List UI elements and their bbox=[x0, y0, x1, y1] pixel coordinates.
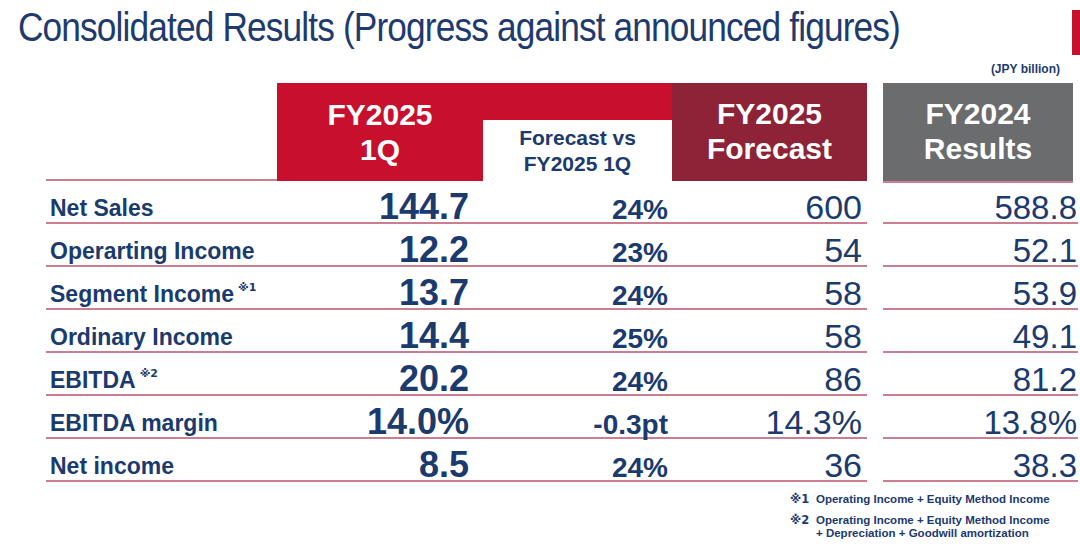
value-fy2025-forecast: 14.3% bbox=[672, 403, 862, 442]
value-forecast-vs: 25% bbox=[483, 323, 668, 355]
forecast-vs-line2: FY2025 1Q bbox=[483, 151, 672, 177]
fy2025-1q-label: FY2025 1Q bbox=[277, 97, 483, 167]
value-fy2025-forecast: 36 bbox=[672, 446, 862, 485]
footnote-1-text: Operating Income + Equity Method Income bbox=[816, 493, 1050, 506]
value-fy2024-results: 81.2 bbox=[883, 361, 1077, 399]
table-row-ordinary-income: Ordinary Income 14.4 25% 58 49.1 bbox=[46, 310, 1078, 353]
value-forecast-vs: 24% bbox=[483, 280, 668, 312]
value-fy2025-1q: 12.2 bbox=[277, 229, 469, 271]
fy2025-1q-line1: FY2025 bbox=[277, 97, 483, 132]
value-fy2025-forecast: 58 bbox=[672, 274, 862, 313]
column-header-fy2025-forecast: FY2025 Forecast bbox=[672, 83, 867, 181]
row-label: EBITDA margin bbox=[50, 410, 222, 437]
value-forecast-vs: 23% bbox=[483, 237, 668, 269]
table-row-net-income: Net income 8.5 24% 36 38.3 bbox=[46, 439, 1078, 482]
table-row-segment-income: Segment Income※1 13.7 24% 58 53.9 bbox=[46, 267, 1078, 310]
fy2025-forecast-line2: Forecast bbox=[672, 131, 867, 166]
footnote-2: ※2 Operating Income + Equity Method Inco… bbox=[790, 514, 1050, 540]
footnotes: ※1 Operating Income + Equity Method Inco… bbox=[790, 493, 1050, 548]
value-forecast-vs: 24% bbox=[483, 366, 668, 398]
footnote-1-mark: ※1 bbox=[790, 493, 816, 506]
fy2025-1q-line2: 1Q bbox=[277, 132, 483, 167]
forecast-vs-line1: Forecast vs bbox=[483, 125, 672, 151]
row-label-text: EBITDA bbox=[50, 367, 136, 393]
table-row-ebitda-margin: EBITDA margin 14.0% -0.3pt 14.3% 13.8% bbox=[46, 396, 1078, 439]
value-fy2025-forecast: 54 bbox=[672, 231, 862, 270]
row-label: Segment Income ※1 bbox=[50, 281, 256, 308]
value-fy2025-1q: 20.2 bbox=[277, 358, 469, 400]
fy2025-forecast-line1: FY2025 bbox=[672, 96, 867, 131]
footnote-ref: ※1 bbox=[238, 281, 256, 294]
column-header-fy2025-1q: FY2025 1Q Forecast vs FY2025 1Q bbox=[277, 83, 672, 181]
table-row-ebitda: EBITDA※2 20.2 24% 86 81.2 bbox=[46, 353, 1078, 396]
value-fy2025-1q: 13.7 bbox=[277, 272, 469, 314]
value-forecast-vs: -0.3pt bbox=[483, 409, 668, 441]
unit-note: (JPY billion) bbox=[991, 62, 1060, 76]
value-fy2024-results: 52.1 bbox=[883, 232, 1077, 270]
value-forecast-vs: 24% bbox=[483, 194, 668, 226]
value-fy2024-results: 53.9 bbox=[883, 275, 1077, 313]
row-label: Net income bbox=[50, 453, 178, 480]
value-fy2025-forecast: 86 bbox=[672, 360, 862, 399]
row-label-text: EBITDA margin bbox=[50, 410, 218, 436]
row-label-text: Segment Income bbox=[50, 281, 234, 307]
footnote-2-line1: Operating Income + Equity Method Income bbox=[816, 514, 1050, 526]
value-fy2025-1q: 8.5 bbox=[277, 444, 469, 486]
footnote-1: ※1 Operating Income + Equity Method Inco… bbox=[790, 493, 1050, 506]
footnote-2-mark: ※2 bbox=[790, 514, 816, 540]
row-label: Net Sales bbox=[50, 195, 158, 222]
row-label-text: Ordinary Income bbox=[50, 324, 233, 350]
value-fy2025-1q: 14.0% bbox=[277, 401, 469, 443]
value-fy2025-1q: 144.7 bbox=[277, 186, 469, 228]
row-label-text: Net Sales bbox=[50, 195, 154, 221]
results-slide: Consolidated Results (Progress against a… bbox=[0, 0, 1080, 550]
results-table: Net Sales 144.7 24% 600 588.8 Operarting… bbox=[46, 181, 1078, 482]
value-fy2025-forecast: 600 bbox=[672, 188, 862, 227]
row-label-text: Operarting Income bbox=[50, 238, 254, 264]
value-forecast-vs: 24% bbox=[483, 452, 668, 484]
fy2024-results-line1: FY2024 bbox=[883, 96, 1073, 131]
value-fy2024-results: 38.3 bbox=[883, 447, 1077, 485]
page-title: Consolidated Results (Progress against a… bbox=[18, 4, 900, 51]
footnote-2-line2: + Depreciation + Goodwill amortization bbox=[816, 527, 1029, 539]
column-header-forecast-vs: Forecast vs FY2025 1Q bbox=[483, 120, 672, 181]
value-fy2024-results: 49.1 bbox=[883, 318, 1077, 356]
value-fy2024-results: 13.8% bbox=[883, 404, 1077, 442]
table-row-operating-income: Operarting Income 12.2 23% 54 52.1 bbox=[46, 224, 1078, 267]
footnote-ref: ※2 bbox=[140, 367, 158, 380]
fy2024-results-line2: Results bbox=[883, 131, 1073, 166]
row-label-text: Net income bbox=[50, 453, 174, 479]
title-accent-bar bbox=[1072, 10, 1080, 55]
value-fy2025-1q: 14.4 bbox=[277, 315, 469, 357]
row-label: Ordinary Income bbox=[50, 324, 237, 351]
value-fy2024-results: 588.8 bbox=[883, 189, 1077, 227]
table-row-net-sales: Net Sales 144.7 24% 600 588.8 bbox=[46, 181, 1078, 224]
row-label: Operarting Income bbox=[50, 238, 258, 265]
column-header-fy2024-results: FY2024 Results bbox=[883, 83, 1073, 181]
footnote-2-text: Operating Income + Equity Method Income … bbox=[816, 514, 1050, 540]
value-fy2025-forecast: 58 bbox=[672, 317, 862, 356]
row-label: EBITDA ※2 bbox=[50, 367, 158, 394]
